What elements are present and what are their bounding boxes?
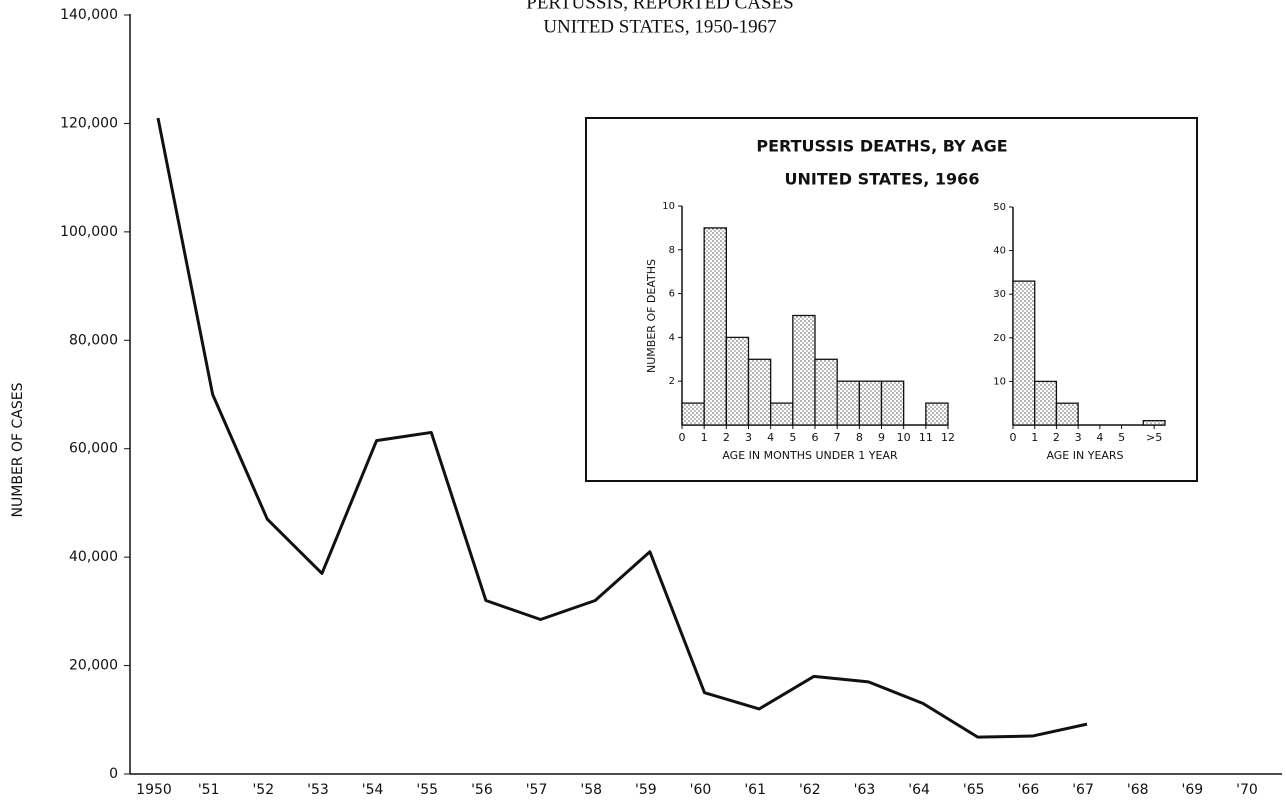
x-tick-label: '53: [307, 782, 329, 798]
bar: [770, 402, 794, 426]
y-tick-label: 10: [993, 376, 1006, 387]
y-tick-label: 100,000: [60, 224, 118, 240]
x-tick-label: 0: [1010, 431, 1017, 444]
x-tick-label: 1: [1031, 431, 1038, 444]
x-tick-label: 0: [679, 431, 686, 444]
bar: [792, 314, 816, 426]
x-tick-label: '68: [1127, 782, 1149, 798]
x-tick-label: '56: [471, 782, 493, 798]
y-tick-label: 20,000: [69, 658, 118, 674]
chart-subtitle: UNITED STATES, 1950-1967: [543, 16, 776, 37]
x-tick-label: '66: [1018, 782, 1040, 798]
x-tick-label: 10: [897, 431, 911, 444]
bar: [747, 358, 772, 426]
y-tick-label: 140,000: [60, 7, 118, 23]
x-tick-label: 4: [767, 431, 774, 444]
y-tick-label: 80,000: [69, 332, 118, 348]
bar: [1012, 280, 1036, 426]
y-tick-label: 50: [993, 202, 1006, 213]
x-tick-label: '67: [1072, 782, 1094, 798]
x-tick-label: '70: [1236, 782, 1258, 798]
y-tick-label: 120,000: [60, 115, 118, 131]
x-tick-label: 5: [789, 431, 796, 444]
bar: [925, 402, 949, 426]
x-tick-label: '54: [362, 782, 384, 798]
x-tick-label: '64: [908, 782, 930, 798]
x-tick-label: '62: [799, 782, 821, 798]
x-tick-label: 7: [834, 431, 841, 444]
y-tick-label: 20: [993, 333, 1006, 344]
bar: [703, 227, 727, 426]
x-tick-label: 2: [1053, 431, 1060, 444]
x-tick-label: '60: [690, 782, 712, 798]
x-tick-label: 2: [723, 431, 730, 444]
x-tick-label: '51: [198, 782, 220, 798]
bar: [1055, 402, 1079, 426]
x-tick-label: 1: [701, 431, 708, 444]
x-tick-label: 8: [856, 431, 863, 444]
bar: [858, 380, 883, 426]
y-tick-label: 6: [669, 289, 675, 300]
inset-title: PERTUSSIS DEATHS, BY AGE: [756, 137, 1007, 156]
x-tick-label: '63: [854, 782, 876, 798]
bar: [880, 380, 905, 426]
x-tick-label: 4: [1096, 431, 1103, 444]
y-axis-label: NUMBER OF CASES: [10, 382, 26, 517]
x-tick-label: 5: [1118, 431, 1125, 444]
x-tick-label: 6: [812, 431, 819, 444]
y-tick-label: 40: [993, 246, 1006, 257]
x-tick-label: >5: [1146, 431, 1162, 444]
x-tick-label: 3: [745, 431, 752, 444]
x-tick-label: '55: [416, 782, 438, 798]
chart-title: PERTUSSIS, REPORTED CASES: [526, 0, 793, 13]
bar: [1142, 419, 1166, 426]
x-tick-label: '61: [744, 782, 766, 798]
inset-y-label: NUMBER OF DEATHS: [645, 259, 658, 373]
data-line: [156, 117, 1088, 739]
x-tick-label: '69: [1182, 782, 1204, 798]
bar: [1034, 380, 1058, 426]
x-tick-label: 12: [941, 431, 955, 444]
x-tick-label: 9: [878, 431, 885, 444]
y-tick-label: 30: [993, 289, 1006, 300]
y-tick-label: 4: [669, 332, 675, 343]
y-tick-label: 10: [662, 201, 675, 212]
inset-x-label: AGE IN MONTHS UNDER 1 YEAR: [722, 449, 898, 462]
x-tick-label: '58: [580, 782, 602, 798]
bar: [836, 380, 860, 426]
x-tick-label: 3: [1075, 431, 1082, 444]
bar: [725, 336, 750, 426]
x-tick-label: '52: [252, 782, 274, 798]
inset-x-label: AGE IN YEARS: [1046, 449, 1123, 462]
y-tick-label: 2: [669, 376, 675, 387]
x-tick-label: 1950: [136, 782, 172, 798]
x-tick-label: '57: [526, 782, 548, 798]
bar: [681, 402, 705, 426]
x-tick-label: '59: [635, 782, 657, 798]
x-tick-label: 11: [919, 431, 933, 444]
bar: [814, 358, 838, 426]
y-tick-label: 8: [669, 245, 675, 256]
y-tick-label: 60,000: [69, 441, 118, 457]
y-tick-label: 0: [109, 766, 118, 782]
y-tick-label: 40,000: [69, 549, 118, 565]
x-tick-label: '65: [963, 782, 985, 798]
inset-subtitle: UNITED STATES, 1966: [785, 170, 980, 189]
